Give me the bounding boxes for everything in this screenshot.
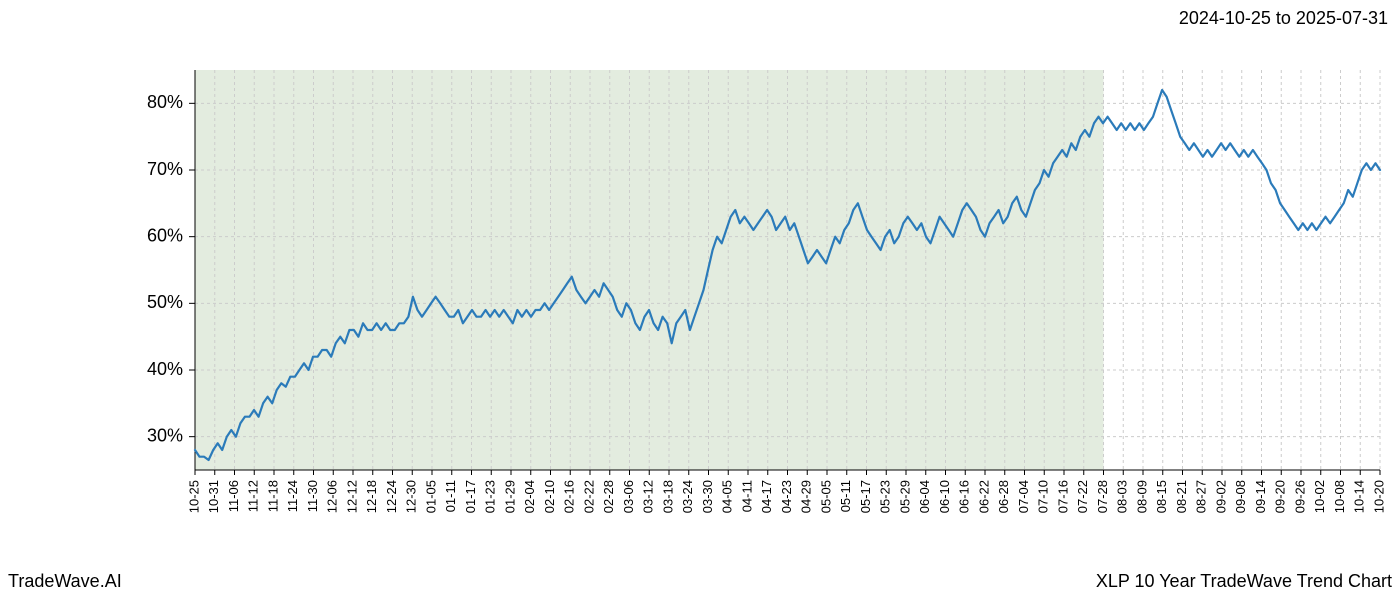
ytick-label: 30% bbox=[147, 425, 183, 445]
xtick-label: 05-29 bbox=[897, 480, 912, 513]
xtick-label: 10-14 bbox=[1352, 480, 1367, 513]
xtick-label: 10-25 bbox=[186, 480, 201, 513]
xtick-label: 12-18 bbox=[364, 480, 379, 513]
xtick-label: 01-29 bbox=[502, 480, 517, 513]
xtick-label: 07-04 bbox=[1016, 480, 1031, 513]
xtick-label: 04-29 bbox=[799, 480, 814, 513]
xtick-label: 08-15 bbox=[1154, 480, 1169, 513]
xtick-label: 11-30 bbox=[305, 480, 320, 512]
xtick-label: 02-16 bbox=[562, 480, 577, 513]
xtick-label: 05-05 bbox=[818, 480, 833, 513]
ytick-label: 50% bbox=[147, 292, 183, 312]
xtick-label: 02-10 bbox=[542, 480, 557, 513]
xtick-label: 05-11 bbox=[838, 480, 853, 512]
xtick-label: 09-14 bbox=[1253, 480, 1268, 513]
xtick-label: 05-23 bbox=[878, 480, 893, 513]
xtick-label: 12-24 bbox=[384, 480, 399, 513]
ytick-label: 40% bbox=[147, 359, 183, 379]
xtick-label: 11-24 bbox=[285, 480, 300, 512]
xtick-label: 03-30 bbox=[700, 480, 715, 513]
xtick-label: 02-28 bbox=[601, 480, 616, 513]
xtick-label: 01-17 bbox=[463, 480, 478, 513]
xtick-label: 01-05 bbox=[423, 480, 438, 513]
xtick-label: 09-08 bbox=[1233, 480, 1248, 513]
xtick-label: 10-31 bbox=[206, 480, 221, 513]
xtick-label: 09-20 bbox=[1273, 480, 1288, 513]
xtick-label: 08-09 bbox=[1134, 480, 1149, 513]
xtick-label: 07-16 bbox=[1055, 480, 1070, 513]
xtick-label: 03-12 bbox=[641, 480, 656, 513]
xtick-label: 12-06 bbox=[325, 480, 340, 513]
chart-title: XLP 10 Year TradeWave Trend Chart bbox=[1096, 571, 1392, 592]
xtick-label: 07-28 bbox=[1095, 480, 1110, 513]
xtick-label: 02-04 bbox=[522, 480, 537, 513]
xtick-label: 06-28 bbox=[996, 480, 1011, 513]
xtick-label: 11-18 bbox=[265, 480, 280, 512]
xtick-label: 06-22 bbox=[976, 480, 991, 513]
xtick-label: 01-11 bbox=[443, 480, 458, 512]
xtick-label: 07-22 bbox=[1075, 480, 1090, 513]
xtick-label: 06-16 bbox=[957, 480, 972, 513]
xtick-label: 10-02 bbox=[1312, 480, 1327, 513]
trend-chart: 30% 40% 50% 60% 70% 80% 10-25 10-31 11-06 11-12 11… bbox=[0, 40, 1400, 560]
xtick-label: 10-20 bbox=[1371, 480, 1386, 513]
xtick-label: 04-23 bbox=[779, 480, 794, 513]
ytick-label: 60% bbox=[147, 225, 183, 245]
xtick-label: 12-12 bbox=[344, 480, 359, 513]
xtick-label: 11-06 bbox=[226, 480, 241, 512]
xtick-label: 09-02 bbox=[1213, 480, 1228, 513]
xtick-label: 12-30 bbox=[404, 480, 419, 513]
footer-brand: TradeWave.AI bbox=[8, 571, 122, 592]
ytick-label: 70% bbox=[147, 159, 183, 179]
xtick-label: 10-08 bbox=[1332, 480, 1347, 513]
xtick-label: 03-18 bbox=[660, 480, 675, 513]
xtick-label: 08-27 bbox=[1194, 480, 1209, 513]
xtick-label: 03-24 bbox=[680, 480, 695, 513]
xtick-label: 02-22 bbox=[581, 480, 596, 513]
date-range-label: 2024-10-25 to 2025-07-31 bbox=[1179, 8, 1388, 29]
xtick-label: 01-23 bbox=[483, 480, 498, 513]
xtick-label: 03-06 bbox=[621, 480, 636, 513]
xtick-label: 08-21 bbox=[1174, 480, 1189, 513]
xtick-label: 04-17 bbox=[759, 480, 774, 513]
xtick-label: 04-05 bbox=[720, 480, 735, 513]
xtick-label: 08-03 bbox=[1115, 480, 1130, 513]
chart-svg: 30% 40% 50% 60% 70% 80% 10-25 10-31 11-06 11-12 11… bbox=[0, 40, 1400, 560]
xtick-label: 06-10 bbox=[937, 480, 952, 513]
xtick-label: 06-04 bbox=[917, 480, 932, 513]
xtick-label: 05-17 bbox=[858, 480, 873, 513]
ytick-label: 80% bbox=[147, 92, 183, 112]
xtick-label: 09-26 bbox=[1292, 480, 1307, 513]
xtick-label: 04-11 bbox=[739, 480, 754, 512]
xtick-label: 07-10 bbox=[1036, 480, 1051, 513]
xtick-label: 11-12 bbox=[246, 480, 261, 512]
